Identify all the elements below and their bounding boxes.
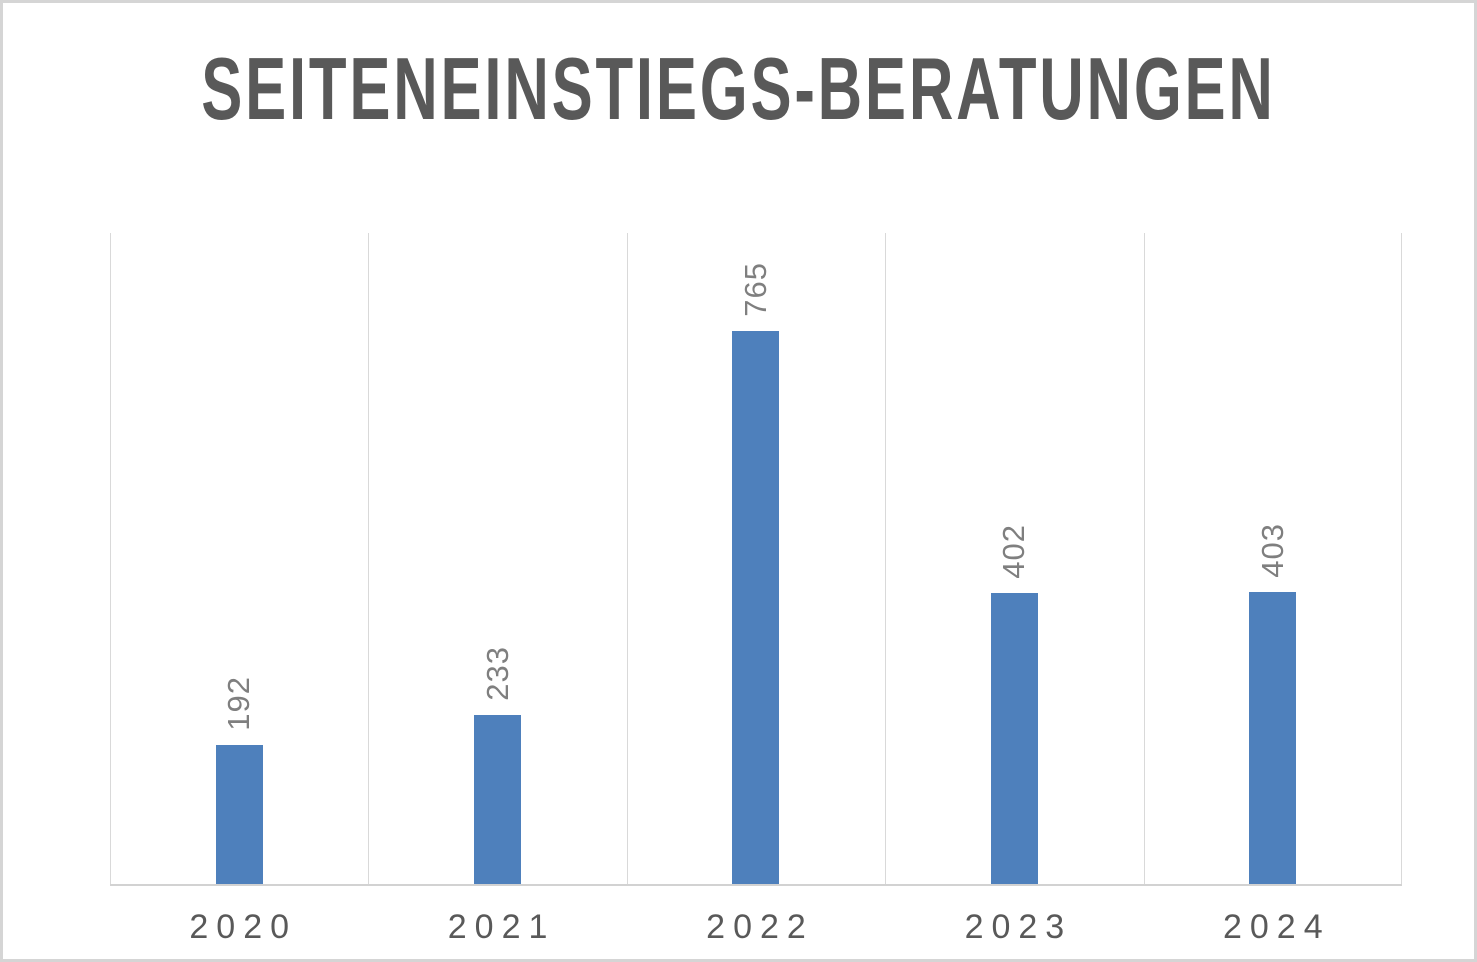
value-label-2021: 233 (479, 646, 515, 701)
x-tick-label-2024: 2024 (1222, 908, 1331, 946)
x-tick-label-2021: 2021 (447, 908, 556, 946)
category-column-2021: 233 (368, 233, 626, 884)
bar-2023 (990, 593, 1038, 884)
x-tick-label-2020: 2020 (189, 908, 298, 946)
plot-area: 192 233 765 402 403 (110, 233, 1402, 884)
gridline (885, 233, 887, 884)
category-column-2022: 765 (627, 233, 885, 884)
bar-2021 (474, 715, 522, 884)
value-label-2023: 402 (996, 524, 1032, 579)
gridline (1401, 233, 1402, 884)
category-column-2024: 403 (1144, 233, 1402, 884)
chart-title-row: SEITENEINSTIEGS-BERATUNGEN (3, 45, 1474, 133)
category-column-2020: 192 (110, 233, 368, 884)
chart-title: SEITENEINSTIEGS-BERATUNGEN (201, 39, 1276, 138)
bar-2022 (732, 331, 780, 884)
x-tick-label-2023: 2023 (964, 908, 1073, 946)
x-tick-label-2022: 2022 (706, 908, 814, 946)
value-label-2022: 765 (737, 262, 773, 317)
bar-2020 (215, 745, 263, 884)
gridline (110, 233, 111, 884)
category-column-2023: 402 (885, 233, 1143, 884)
x-axis-line (110, 884, 1402, 886)
gridline (1143, 233, 1145, 884)
gridline (626, 233, 628, 884)
value-label-2020: 192 (221, 676, 257, 731)
bar-2024 (1249, 592, 1297, 884)
x-axis-labels: 2020 2021 2022 2023 2024 (110, 902, 1402, 952)
gridline (368, 233, 370, 884)
value-label-2024: 403 (1254, 523, 1290, 578)
